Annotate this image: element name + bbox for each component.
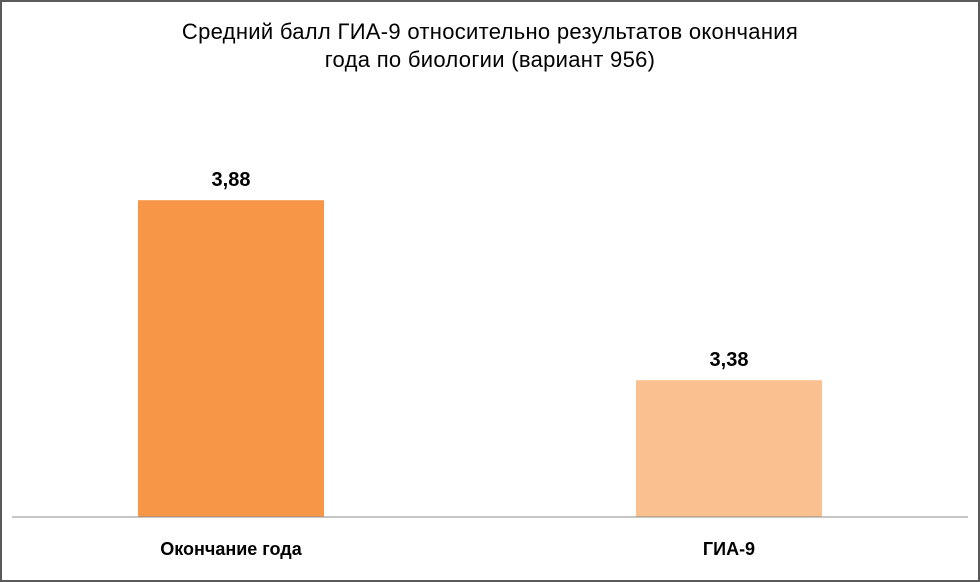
bar-1 (138, 200, 324, 517)
category-label-1: Окончание года (160, 539, 302, 559)
bar-2 (636, 380, 822, 517)
data-label-2: 3,38 (710, 349, 749, 371)
chart-title-line-2: года по биологии (вариант 956) (324, 47, 656, 72)
chart-title-line-1: Средний балл ГИА-9 относительно результа… (181, 19, 799, 44)
chart-title: Средний балл ГИА-9 относительно результа… (2, 18, 978, 74)
category-label-2: ГИА-9 (703, 539, 755, 559)
data-label-1: 3,88 (212, 169, 251, 191)
